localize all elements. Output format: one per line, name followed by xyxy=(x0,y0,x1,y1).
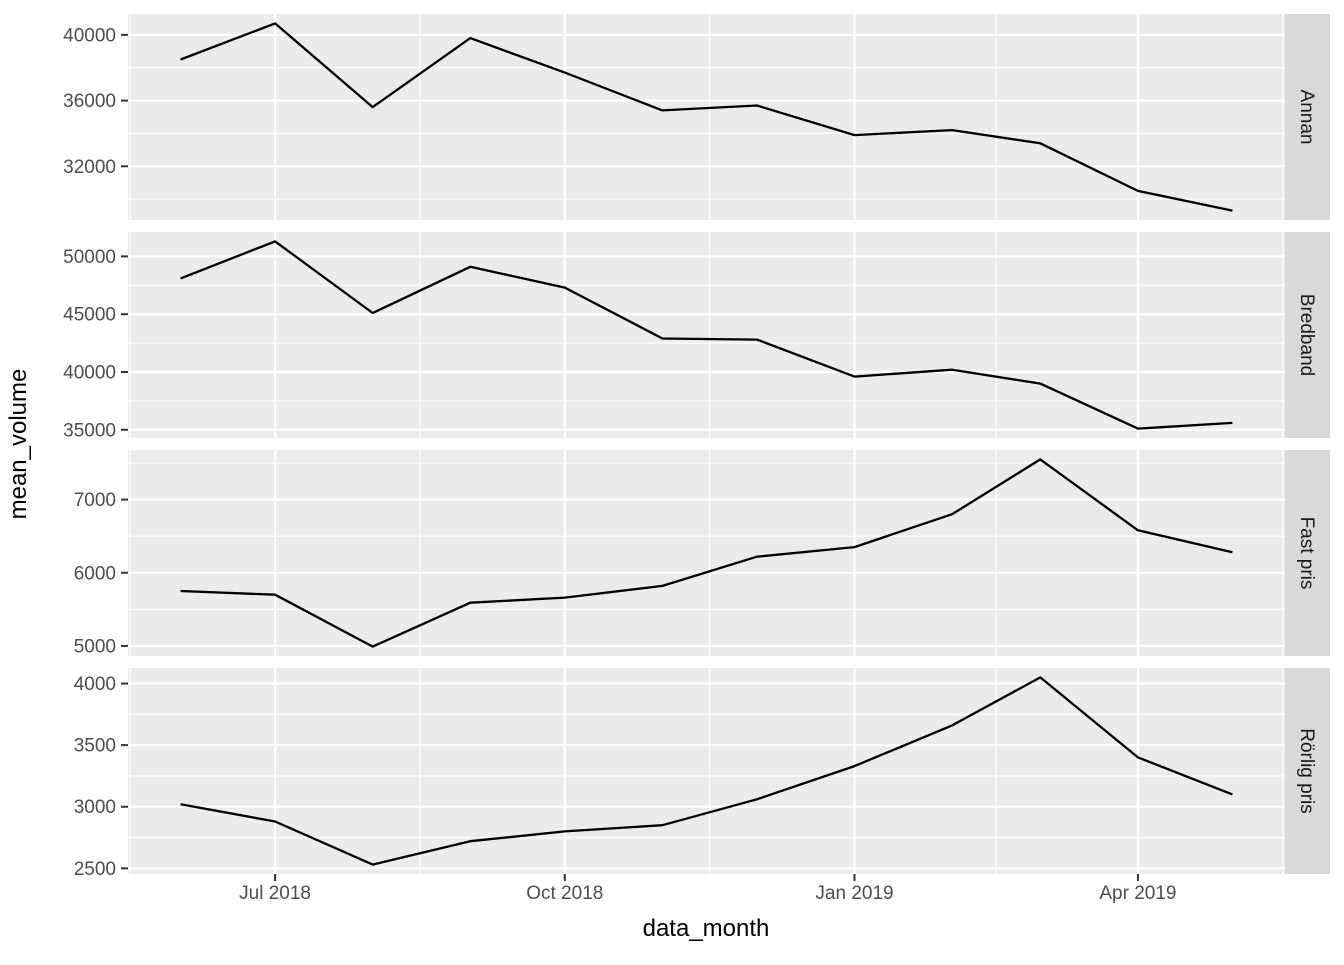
x-axis: Jul 2018 Oct 2018 Jan 2019 Apr 2019 xyxy=(239,874,1176,904)
series-line xyxy=(180,458,1233,648)
facet-strip-label: Rörlig pris xyxy=(1296,728,1317,814)
y-tick-label: 40000 xyxy=(63,362,116,383)
y-axis-title: mean_volume xyxy=(5,369,32,520)
series-line xyxy=(180,22,1233,212)
y-tick-label: 3000 xyxy=(74,797,116,818)
y-tick-label: 2500 xyxy=(74,859,116,880)
x-tick-label: Jul 2018 xyxy=(239,883,311,904)
x-tick-label: Jan 2019 xyxy=(815,883,893,904)
facet-strip-label: Annan xyxy=(1296,90,1317,145)
facet-panel-fast-pris: Fast pris xyxy=(128,450,1330,656)
y-tick-label: 32000 xyxy=(63,157,116,178)
y-tick-label: 36000 xyxy=(63,91,116,112)
x-tick-label: Oct 2018 xyxy=(526,883,603,904)
panel-background xyxy=(128,668,1285,874)
x-tick-label: Apr 2019 xyxy=(1099,883,1176,904)
y-tick-label: 50000 xyxy=(63,247,116,268)
facet-panel-rörlig-pris: Rörlig pris xyxy=(128,668,1330,874)
y-tick-label: 40000 xyxy=(63,25,116,46)
facet-strip xyxy=(1285,450,1330,656)
panel-background xyxy=(128,450,1285,656)
y-tick-label: 5000 xyxy=(74,636,116,657)
facet-strip xyxy=(1285,232,1330,438)
y-tick-label: 6000 xyxy=(74,563,116,584)
y-tick-label: 4000 xyxy=(74,674,116,695)
facet-strip-label: Fast pris xyxy=(1296,517,1317,590)
series-line xyxy=(180,240,1233,430)
series-line xyxy=(180,676,1233,866)
y-tick-label: 35000 xyxy=(63,420,116,441)
facet-panel-bredband: Bredband xyxy=(128,232,1330,438)
y-tick-label: 7000 xyxy=(74,490,116,511)
y-tick-label: 3500 xyxy=(74,736,116,757)
facet-panels: Annan Bredband Fast pris Rörlig pris xyxy=(128,14,1330,874)
facet-panel-annan: Annan xyxy=(128,14,1330,220)
y-tick-label: 45000 xyxy=(63,305,116,326)
facet-strip-label: Bredband xyxy=(1296,294,1317,376)
y-axis: 32000 36000 40000 35000 40000 45000 50000 5000 6… xyxy=(63,25,128,880)
panel-background xyxy=(128,14,1285,220)
panel-background xyxy=(128,232,1285,438)
facet-strip xyxy=(1285,668,1330,874)
facet-strip xyxy=(1285,14,1330,220)
x-axis-title: data_month xyxy=(643,915,770,942)
